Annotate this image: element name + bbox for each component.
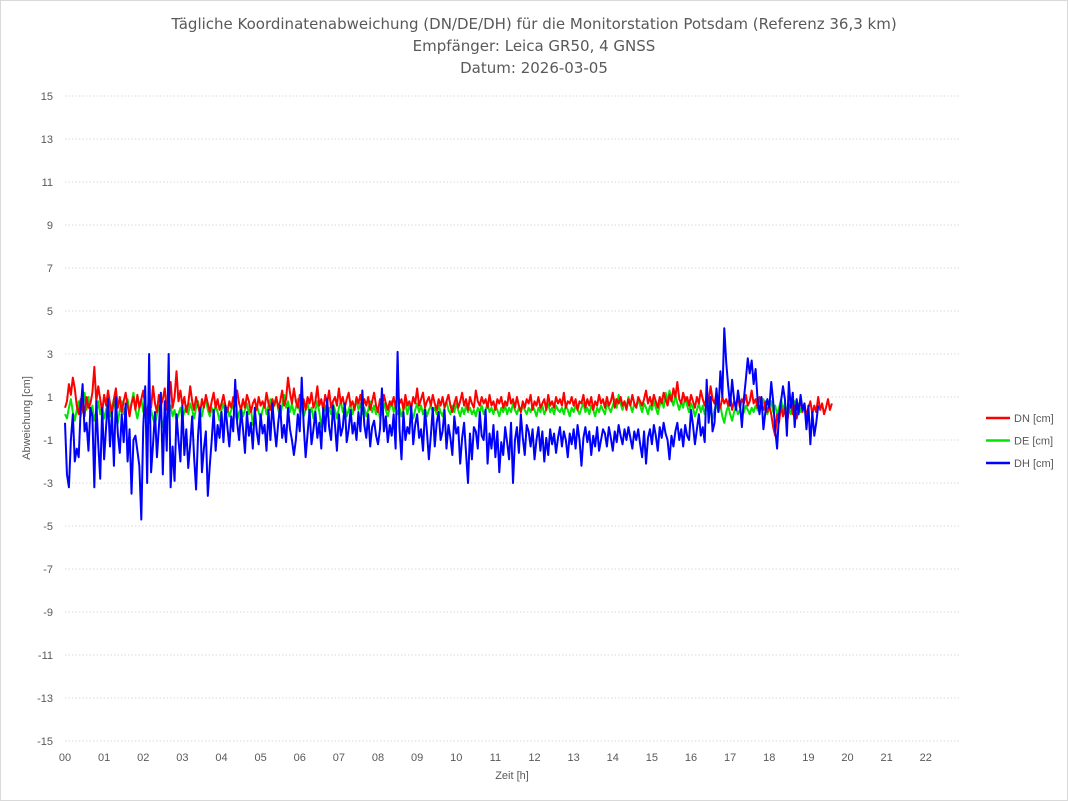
y-axis-title: Abweichung [cm] [21,376,33,460]
y-tick-label: 11 [42,177,53,189]
x-tick-label: 17 [724,752,736,764]
legend-item: DE [cm] [986,436,1053,448]
y-tick-label: -15 [37,736,53,748]
legend-label: DN [cm] [1014,413,1054,425]
legend: DN [cm] DE [cm] DH [cm] [986,413,1054,470]
x-tick-label: 15 [646,752,658,764]
x-tick-label: 13 [568,752,580,764]
y-axis-tick-labels: 15 13 11 9 7 5 3 1 -1 -3 -5 -7 -9 -11 -13 -15 [37,91,53,748]
y-tick-label: -13 [37,693,53,705]
legend-label: DE [cm] [1014,436,1053,448]
chart-title-line-3: Datum: 2026-03-05 [460,59,608,77]
x-axis-tick-labels: 00 01 02 03 04 05 06 07 08 09 10 11 12 13 14 15 16 17 18 19… [59,752,932,764]
y-tick-label: 5 [47,306,53,318]
series-line-dn [64,365,833,437]
x-tick-label: 04 [215,752,227,764]
x-tick-label: 12 [528,752,540,764]
y-tick-label: -11 [38,650,53,662]
y-tick-label: -1 [43,435,53,447]
y-tick-label: -9 [43,607,53,619]
legend-item: DH [cm] [986,458,1054,470]
chart-title: Tägliche Koordinatenabweichung (DN/DE/DH… [170,15,896,77]
x-tick-label: 20 [841,752,853,764]
x-tick-label: 09 [411,752,423,764]
x-tick-label: 01 [98,752,110,764]
x-tick-label: 19 [802,752,814,764]
x-tick-label: 21 [881,752,893,764]
legend-item: DN [cm] [986,413,1054,425]
series-line-dh [64,327,820,521]
y-tick-label: 13 [41,134,53,146]
x-tick-label: 07 [333,752,345,764]
x-axis-title: Zeit [h] [495,770,529,782]
x-tick-label: 08 [372,752,384,764]
x-tick-label: 02 [137,752,149,764]
legend-label: DH [cm] [1014,458,1054,470]
x-tick-label: 16 [685,752,697,764]
x-tick-label: 18 [763,752,775,764]
x-tick-label: 03 [176,752,188,764]
y-tick-label: 7 [47,263,53,275]
series-lines [64,327,833,521]
x-tick-label: 10 [450,752,462,764]
chart-title-line-2: Empfänger: Leica GR50, 4 GNSS [413,37,656,55]
y-tick-label: 15 [41,91,53,103]
x-tick-label: 14 [607,752,619,764]
y-tick-label: -3 [43,478,53,490]
y-tick-label: 3 [47,349,53,361]
y-tick-label: 1 [47,392,53,404]
y-tick-label: -5 [43,521,53,533]
x-tick-label: 05 [255,752,267,764]
y-tick-label: 9 [47,220,53,232]
x-tick-label: 11 [490,752,501,764]
x-tick-label: 22 [920,752,932,764]
x-tick-label: 06 [294,752,306,764]
chart-title-line-1: Tägliche Koordinatenabweichung (DN/DE/DH… [170,15,896,33]
y-tick-label: -7 [43,564,53,576]
x-tick-label: 00 [59,752,71,764]
